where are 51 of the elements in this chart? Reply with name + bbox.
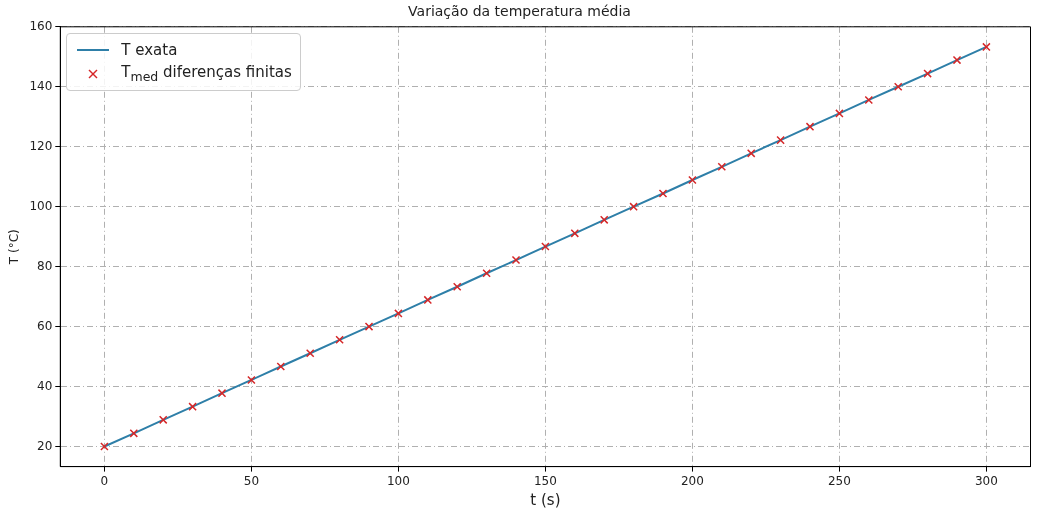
y-tick-label: 40 <box>37 378 53 393</box>
point <box>805 122 815 131</box>
point <box>893 82 903 92</box>
point <box>364 322 374 331</box>
x-tick-label: 250 <box>827 473 851 488</box>
point <box>629 202 638 211</box>
point <box>599 215 609 225</box>
point <box>776 135 785 145</box>
point <box>952 55 962 65</box>
y-tick-label: 140 <box>29 78 53 93</box>
x-tick-label: 0 <box>100 473 109 488</box>
point <box>923 69 932 78</box>
point <box>100 442 109 451</box>
point <box>982 42 991 52</box>
y-axis-title: T (°C) <box>7 229 22 266</box>
point <box>688 175 697 185</box>
x-tick-label: 300 <box>974 473 998 488</box>
point <box>158 415 168 425</box>
y-tick-label: 120 <box>29 138 53 153</box>
point <box>247 375 256 385</box>
x-axis-title: t (s) <box>530 490 561 509</box>
point <box>305 348 315 358</box>
x-tick-label: 100 <box>386 473 410 488</box>
point <box>658 189 668 198</box>
y-tick-label: 80 <box>37 258 53 273</box>
point <box>541 242 550 251</box>
point <box>864 95 874 105</box>
point <box>482 268 491 278</box>
x-tick-label: 150 <box>533 473 557 488</box>
y-tick-label: 100 <box>29 198 53 213</box>
point <box>335 335 344 345</box>
point <box>188 402 197 411</box>
point <box>276 362 286 371</box>
x-tick-label: 50 <box>243 473 260 488</box>
point <box>394 309 403 318</box>
y-tick-label: 160 <box>29 18 53 33</box>
point <box>570 229 580 238</box>
point <box>511 255 521 265</box>
point <box>835 109 844 118</box>
point <box>452 282 462 292</box>
point <box>217 388 227 398</box>
chart-title: Variação da temperatura média <box>408 3 631 20</box>
point <box>423 295 433 305</box>
legend-label: T exata <box>121 40 178 59</box>
point <box>717 162 727 172</box>
x-tick-label: 200 <box>680 473 704 488</box>
y-tick-label: 20 <box>37 438 53 453</box>
point <box>746 149 756 158</box>
point <box>129 429 139 438</box>
y-tick-label: 60 <box>37 318 53 333</box>
legend-label: T$_{med}$ diferenças finitas <box>121 63 292 85</box>
